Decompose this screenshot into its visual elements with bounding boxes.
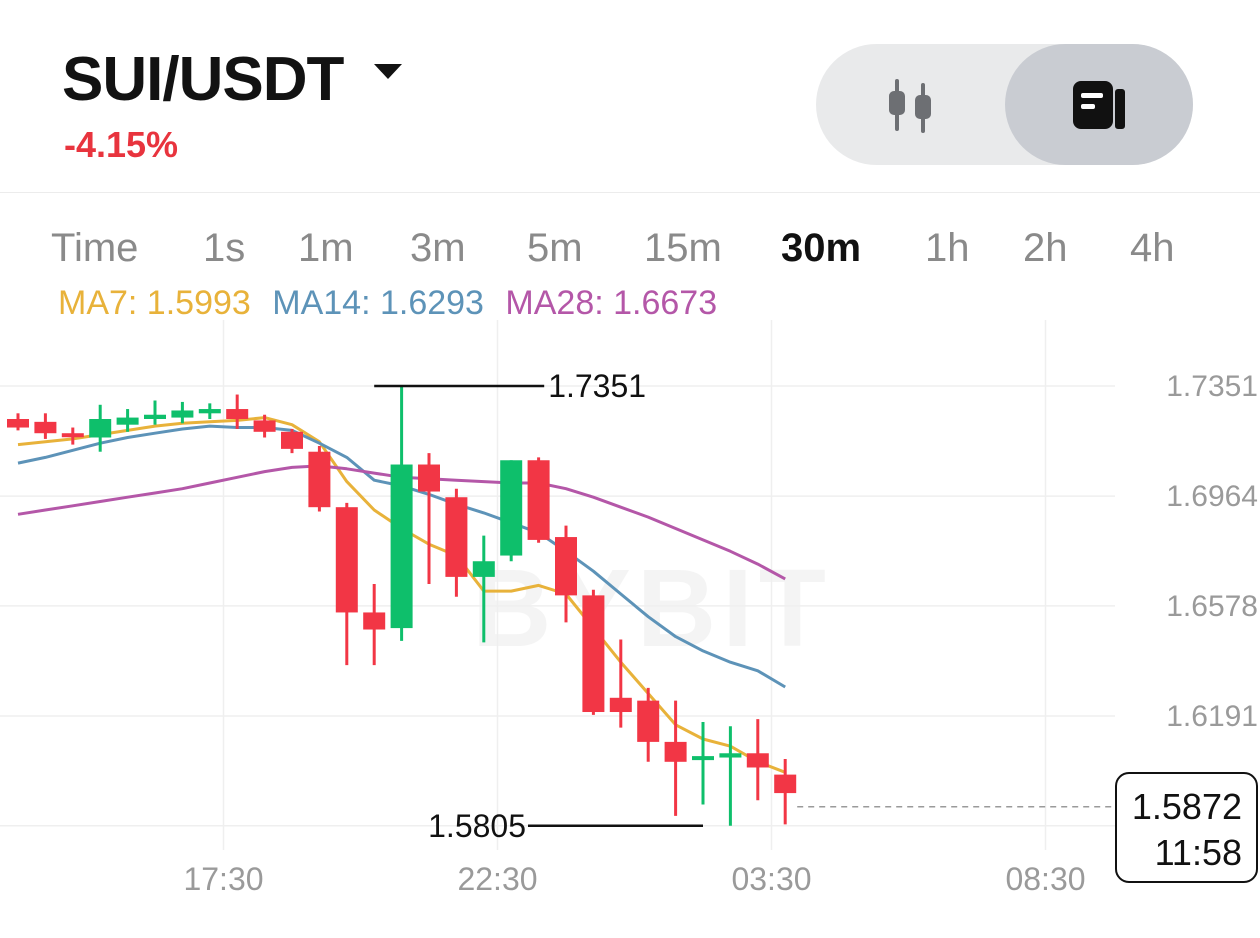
candle-body	[390, 464, 413, 629]
ma7-label: MA7: 1.5993	[58, 284, 251, 322]
candle-body	[637, 700, 660, 742]
candle-body	[171, 410, 194, 418]
candle-body	[445, 497, 468, 577]
candle-body	[116, 417, 139, 425]
candle-body	[472, 561, 495, 577]
y-tick-label: 1.7351	[1166, 370, 1258, 403]
current-price: 1.5872	[1131, 786, 1242, 827]
ma28-label: MA28: 1.6673	[505, 284, 718, 322]
y-tick-label: 1.6191	[1166, 700, 1258, 733]
timeframe-2h[interactable]: 2h	[1023, 226, 1068, 270]
orderbook-view-button[interactable]	[1005, 44, 1193, 165]
timeframe-1h[interactable]: 1h	[925, 226, 970, 270]
ma14-label: MA14: 1.6293	[272, 284, 484, 322]
candle-body	[61, 433, 84, 438]
header-divider	[0, 192, 1260, 193]
candle-body	[746, 753, 769, 768]
timeframe-3m[interactable]: 3m	[410, 226, 466, 270]
x-tick-label: 17:30	[183, 861, 263, 897]
candle-body	[609, 697, 632, 713]
timeframe-5m[interactable]: 5m	[527, 226, 583, 270]
candle-body	[198, 409, 221, 414]
candlestick-icon	[889, 78, 931, 133]
timeframe-1s[interactable]: 1s	[203, 226, 246, 270]
timeframe-1m[interactable]: 1m	[298, 226, 354, 270]
candle-body	[226, 409, 249, 419]
candle-body	[719, 753, 742, 758]
price-change: -4.15%	[64, 124, 179, 165]
orderbook-icon	[1073, 80, 1125, 129]
x-tick-label: 08:30	[1005, 861, 1085, 897]
chart-view-button[interactable]	[816, 44, 1004, 165]
y-tick-label: 1.6964	[1166, 480, 1258, 513]
timeframe-time[interactable]: Time	[51, 226, 139, 270]
high-marker-label: 1.7351	[548, 368, 646, 404]
candle-body	[664, 741, 687, 762]
candle-body	[253, 420, 276, 432]
candle-body	[418, 464, 440, 492]
candle-body	[34, 421, 57, 434]
candle-body	[555, 537, 577, 596]
pair-dropdown-icon[interactable]	[374, 64, 402, 79]
ma-legend: MA7: 1.5993 MA14: 1.6293 MA28: 1.6673	[58, 284, 729, 323]
view-toggle[interactable]	[816, 44, 1193, 165]
x-tick-label: 03:30	[731, 861, 811, 897]
timeframe-15m[interactable]: 15m	[644, 226, 722, 270]
candlestick-chart[interactable]: 1.7351 1.6964 1.6578 1.6191 17:30 22:30 03:30 0…	[0, 320, 1260, 930]
candle-body	[308, 451, 331, 508]
candle-body	[692, 756, 714, 761]
candle-body	[582, 595, 605, 713]
candle-body	[363, 612, 386, 630]
candle-body	[335, 507, 358, 613]
candle-countdown: 11:58	[1154, 832, 1242, 873]
candle-body	[89, 419, 112, 438]
timeframe-30m[interactable]: 30m	[781, 226, 862, 270]
current-price-box: 1.5872 11:58	[1115, 772, 1258, 883]
x-tick-label: 22:30	[457, 861, 537, 897]
candle-body	[527, 460, 550, 540]
candle-body	[774, 774, 797, 794]
low-marker-label: 1.5805	[428, 808, 526, 844]
y-tick-label: 1.6578	[1166, 590, 1258, 623]
candle-body	[281, 431, 303, 449]
candle-body	[500, 460, 523, 556]
timeframe-bar: Time 1s 1m 3m 5m 15m 30m 1h 2h 4h	[0, 226, 1260, 276]
candle-body	[7, 419, 29, 428]
pair-title[interactable]: SUI/USDT	[62, 45, 344, 114]
timeframe-4h[interactable]: 4h	[1130, 226, 1175, 270]
candle-body	[144, 414, 166, 419]
